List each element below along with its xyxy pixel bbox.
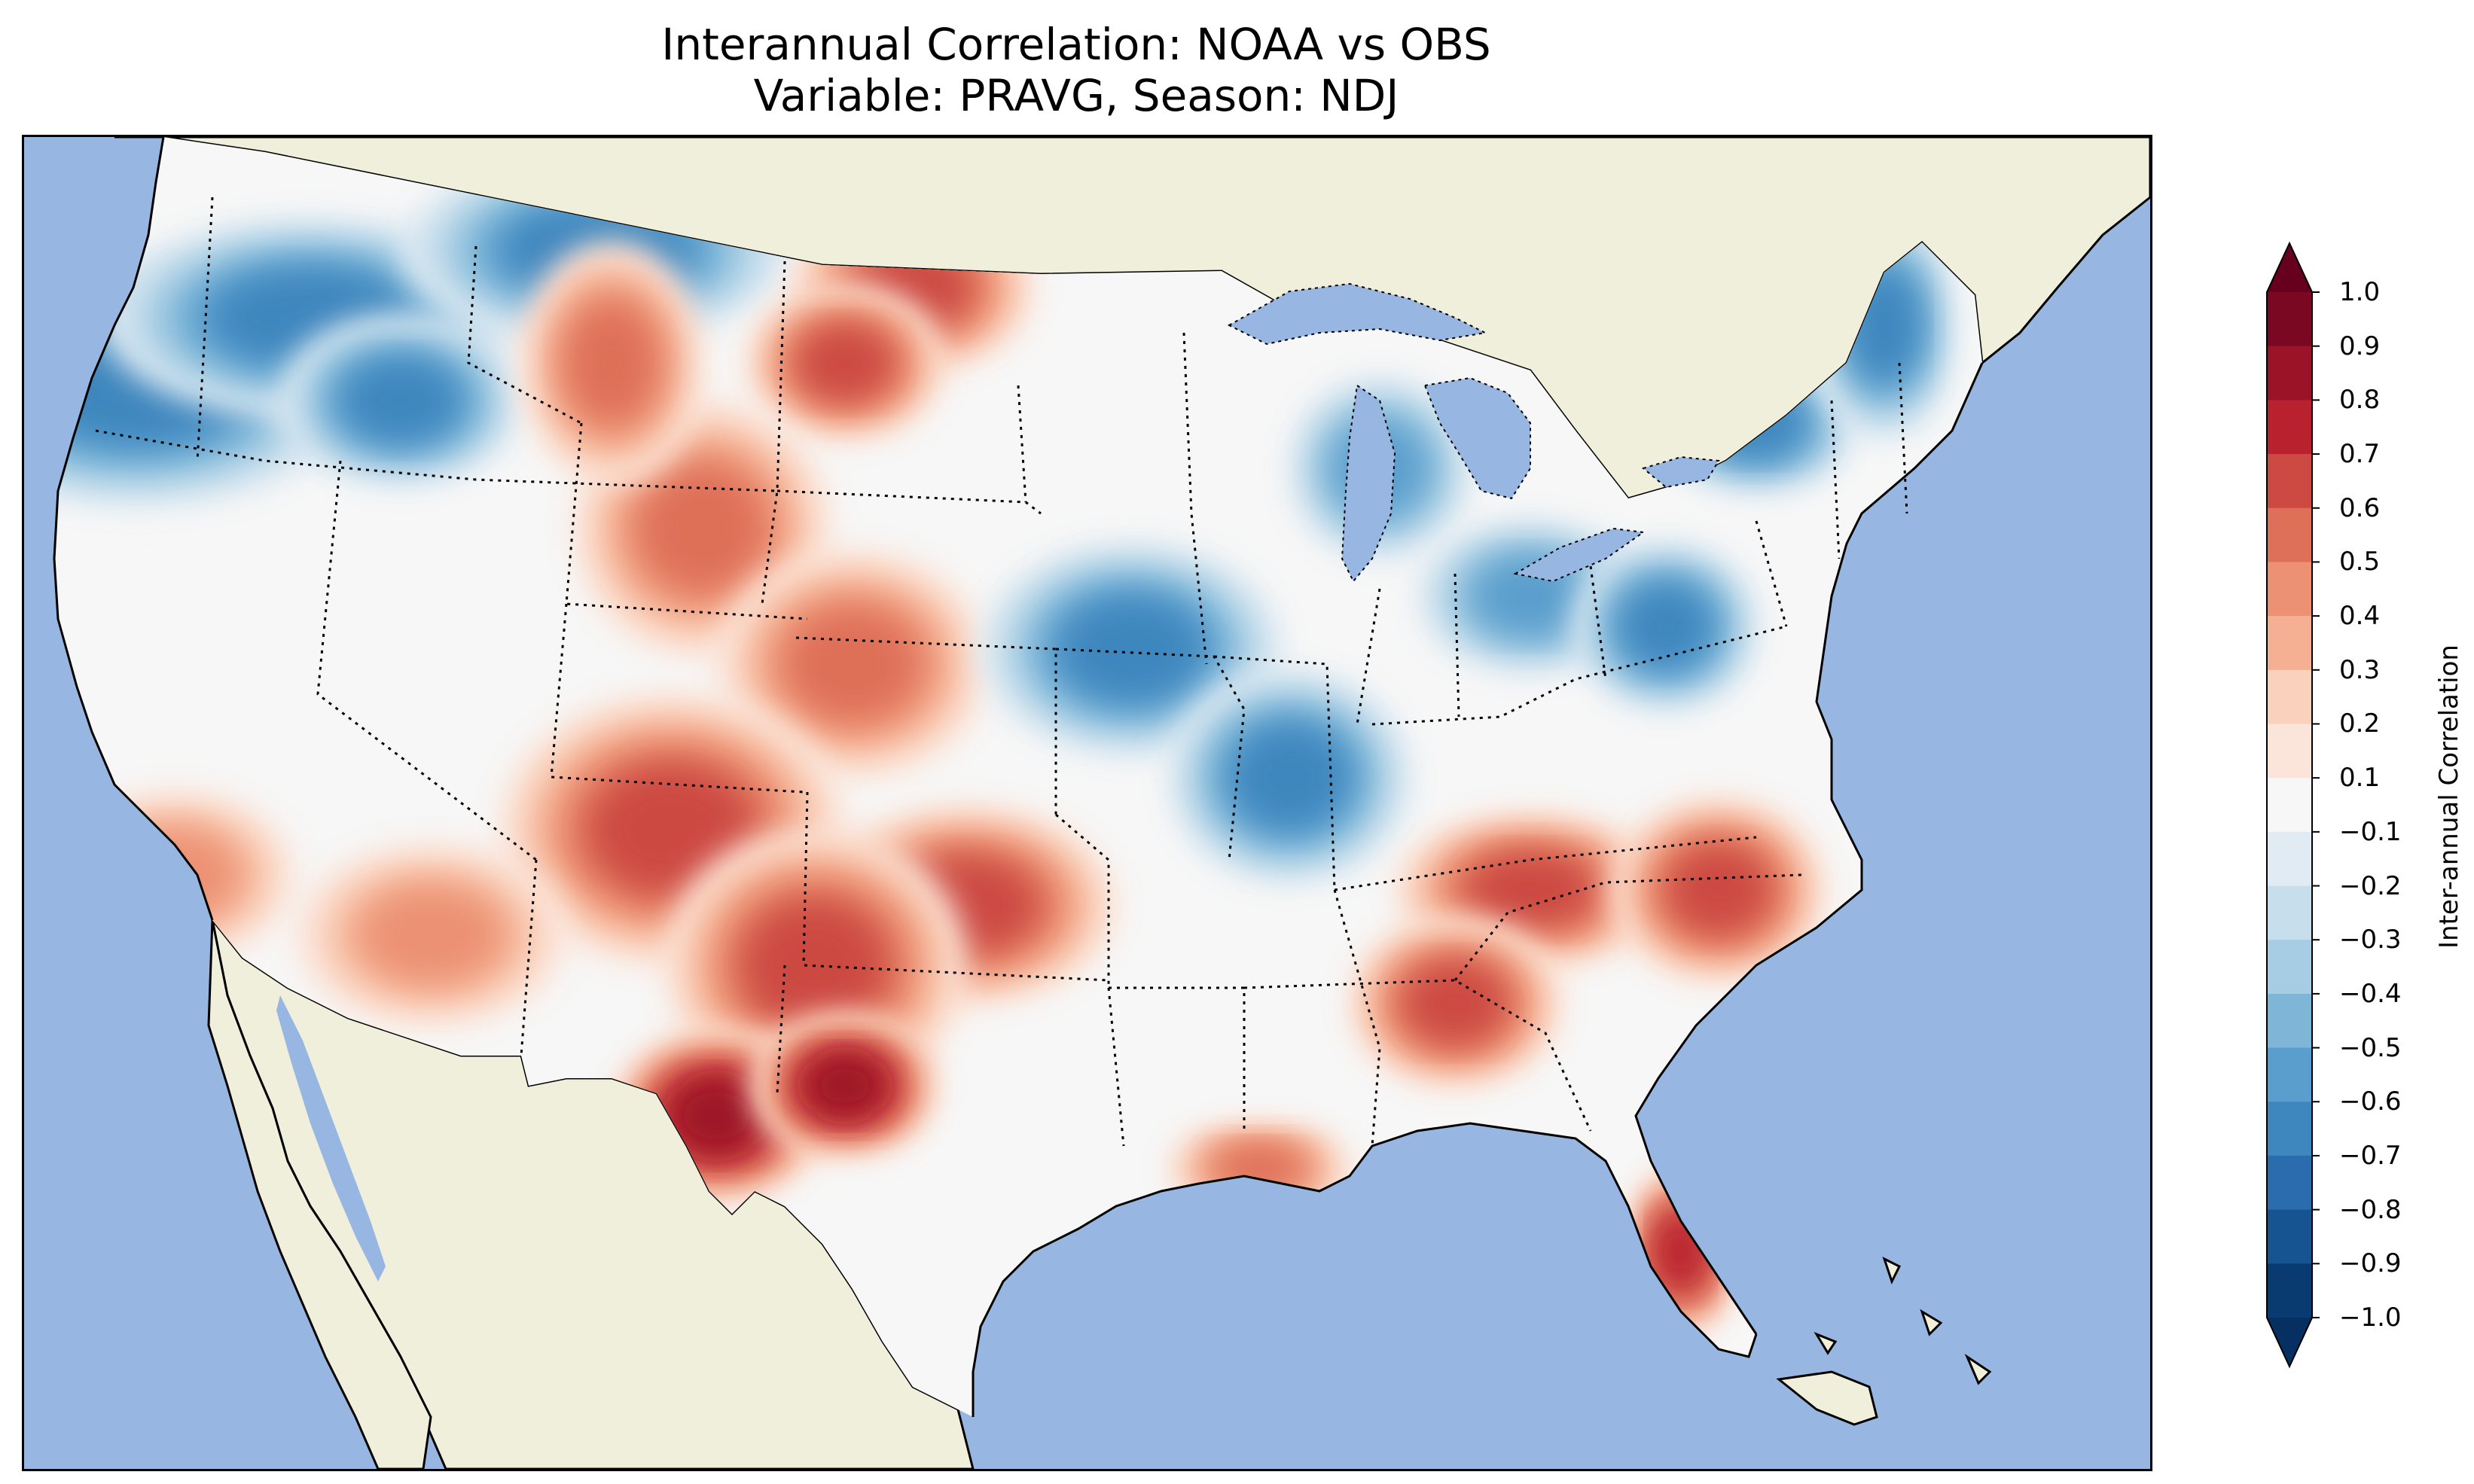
field-contour: [1062, 600, 1200, 698]
colorbar-band: [2267, 885, 2312, 940]
field-contour: [671, 1080, 763, 1152]
field-contour: [568, 305, 655, 421]
colorbar-tick-label: 0.9: [2339, 331, 2381, 361]
correlation-map: [24, 137, 2150, 1469]
gulf-of-california: [276, 995, 386, 1281]
map-frame: [22, 135, 2152, 1471]
colorbar-band: [2267, 346, 2312, 401]
caribbean-islands: [1776, 1257, 1992, 1426]
field-region-southeast-georgia-carolinas: [1350, 800, 1824, 1086]
colorbar-extend-max: [2267, 243, 2312, 292]
cuba: [1776, 1370, 1878, 1426]
colorbar-band: [2267, 292, 2312, 347]
colorbar-band: [2267, 400, 2312, 455]
field-region-new-mexico-west-texas: [499, 694, 1116, 1101]
colorbar-band: [2267, 562, 2312, 617]
colorbar-label: Inter-annual Correlation: [2434, 644, 2464, 949]
plot-title: Interannual Correlation: NOAA vs OBS: [661, 19, 1491, 70]
colorbar-band: [2267, 1155, 2312, 1211]
colorbar-band: [2267, 507, 2312, 563]
field-contour: [1234, 728, 1345, 826]
colorbar-band: [2267, 1047, 2312, 1102]
field-region-pennsylvania: [1576, 544, 1756, 709]
colorbar-tick-label: −0.6: [2339, 1086, 2402, 1117]
field-contour: [361, 888, 501, 982]
lake-erie: [1513, 527, 1646, 583]
colorbar-band: [2267, 669, 2312, 725]
state-borders: [95, 197, 1908, 1147]
field-contour: [800, 328, 890, 398]
colorbar-band: [2267, 940, 2312, 995]
bahamas-4: [1814, 1331, 1838, 1355]
colorbar-band: [2267, 778, 2312, 833]
colorbar-tick-label: −1.0: [2339, 1303, 2402, 1333]
colorbar-band: [2267, 1263, 2312, 1318]
field-contour: [592, 767, 752, 892]
field-region-southwest-texas: [612, 1018, 935, 1199]
baja-peninsula: [207, 919, 432, 1469]
field-contour: [787, 610, 918, 718]
colorbar-tick-label: −0.7: [2339, 1140, 2402, 1171]
colorbar-tick-label: −0.1: [2339, 816, 2402, 847]
field-contour: [1624, 588, 1707, 665]
colorbar-tick-label: 0.7: [2339, 439, 2381, 470]
colorbar-tick-label: 0.6: [2339, 492, 2381, 523]
field-region-colorado-wyoming: [521, 242, 988, 777]
lake-ontario: [1641, 456, 1720, 489]
colorbar: [2266, 241, 2320, 1369]
field-contour: [1406, 964, 1504, 1041]
colorbar-tick-label: −0.8: [2339, 1194, 2402, 1225]
bahamas-2: [1920, 1309, 1943, 1336]
bahamas-1: [1882, 1257, 1902, 1284]
colorbar-tick-label: 1.0: [2339, 277, 2381, 307]
field-contour: [1670, 849, 1768, 931]
colorbar-band: [2267, 993, 2312, 1049]
colorbar-extend-min: [2267, 1318, 2312, 1367]
colorbar-band: [2267, 724, 2312, 779]
colorbar-tick-label: 0.3: [2339, 654, 2381, 685]
colorbar-tick-label: 0.1: [2339, 763, 2381, 794]
colorbar-tick-label: −0.5: [2339, 1032, 2402, 1063]
great-lakes: [1227, 282, 1720, 583]
colorbar-tick-label: −0.9: [2339, 1248, 2402, 1279]
colorbar-tick-label: −0.4: [2339, 978, 2402, 1009]
lake-michigan: [1341, 384, 1396, 583]
us-coastline: [53, 137, 1984, 1417]
colorbar-tick-label: 0.4: [2339, 601, 2381, 632]
colorbar-band: [2267, 616, 2312, 671]
field-contour: [806, 1056, 884, 1115]
plot-subtitle: Variable: PRAVG, Season: NDJ: [753, 70, 1399, 121]
bahamas-3: [1964, 1353, 1992, 1385]
colorbar-band: [2267, 1209, 2312, 1264]
colorbar-tick-label: −0.2: [2339, 870, 2402, 901]
colorbar-tick-label: 0.5: [2339, 547, 2381, 577]
field-contour: [1468, 855, 1593, 925]
colorbar-band: [2267, 1102, 2312, 1156]
field-contour: [345, 362, 456, 439]
colorbar-tick-label: 0.8: [2339, 385, 2381, 416]
colorbar-tick-label: −0.3: [2339, 925, 2402, 955]
colorbar-tick-label: 0.2: [2339, 708, 2381, 739]
lake-superior: [1227, 282, 1488, 346]
field-contour: [640, 467, 764, 590]
field-region-iowa-missouri-illinois: [981, 544, 1410, 882]
lake-huron: [1423, 376, 1531, 500]
colorbar-band: [2267, 831, 2312, 887]
colorbar-band: [2267, 454, 2312, 509]
